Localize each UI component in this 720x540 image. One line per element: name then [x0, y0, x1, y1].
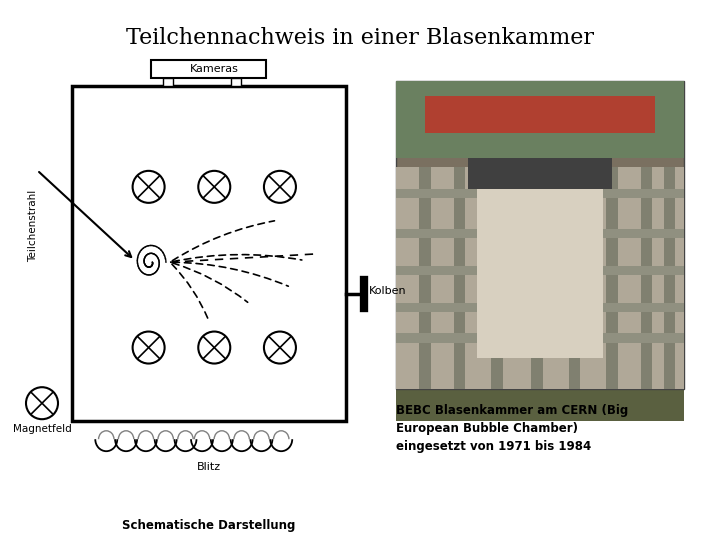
Bar — [664, 167, 675, 389]
Bar — [396, 124, 684, 421]
Bar — [454, 167, 465, 389]
Text: Blitz: Blitz — [197, 462, 221, 472]
Text: Magnetfeld: Magnetfeld — [13, 424, 71, 434]
Bar — [641, 167, 652, 389]
Bar — [468, 158, 612, 189]
Circle shape — [198, 171, 230, 203]
Bar — [531, 167, 543, 389]
Circle shape — [132, 332, 165, 363]
Circle shape — [26, 387, 58, 419]
Circle shape — [264, 171, 296, 203]
Bar — [425, 96, 655, 133]
Bar — [72, 86, 346, 421]
Bar — [606, 167, 618, 389]
Bar — [396, 81, 684, 158]
Bar — [396, 266, 684, 275]
Bar — [396, 81, 684, 389]
Bar — [569, 167, 580, 389]
Bar — [396, 333, 684, 342]
Bar — [396, 229, 684, 238]
Text: Kolben: Kolben — [369, 286, 406, 296]
Bar — [396, 167, 684, 389]
Bar — [231, 78, 241, 86]
Bar — [396, 189, 684, 198]
Circle shape — [132, 171, 165, 203]
Text: BEBC Blasenkammer am CERN (Big
European Bubble Chamber)
eingesetzt von 1971 bis : BEBC Blasenkammer am CERN (Big European … — [396, 404, 629, 453]
Bar — [419, 167, 431, 389]
Circle shape — [198, 332, 230, 363]
Bar — [491, 167, 503, 389]
Text: Teilchenstrahl: Teilchenstrahl — [28, 190, 38, 262]
Circle shape — [264, 332, 296, 363]
Text: Teilchennachweis in einer Blasenkammer: Teilchennachweis in einer Blasenkammer — [126, 27, 594, 49]
Bar — [477, 179, 603, 358]
Bar — [151, 60, 266, 78]
Bar — [396, 302, 684, 312]
Bar — [163, 78, 173, 86]
Text: Kameras: Kameras — [190, 64, 239, 75]
Text: Schematische Darstellung: Schematische Darstellung — [122, 518, 295, 531]
